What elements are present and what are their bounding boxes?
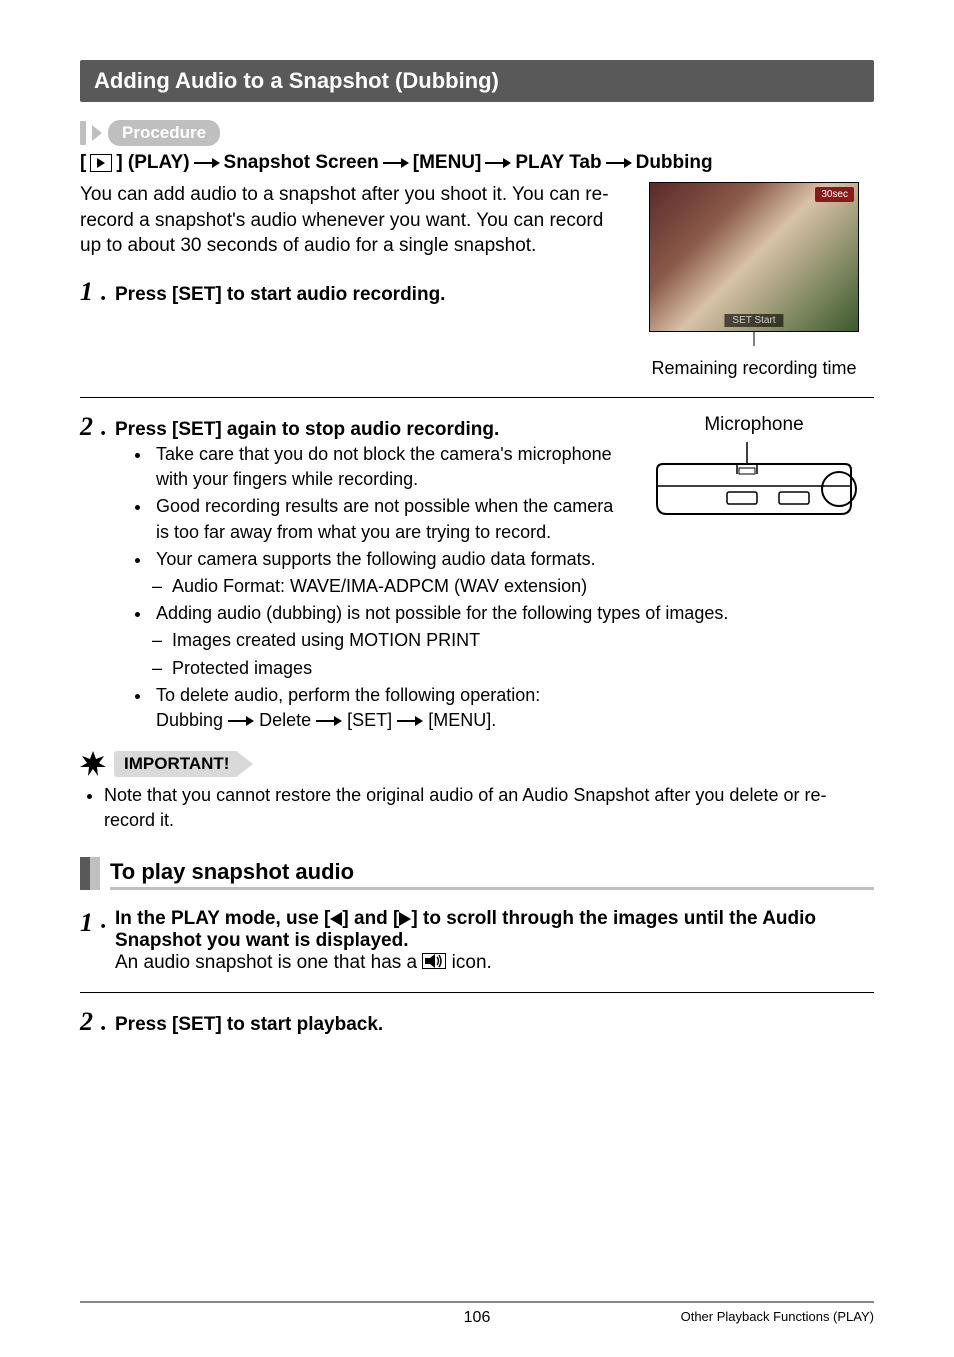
ps1-a: In the PLAY mode, use [ — [115, 908, 330, 929]
ps1-sub-a: An audio snapshot is one that has a — [115, 952, 422, 973]
step-2: 2. Press [SET] again to stop audio recor… — [80, 412, 614, 442]
play-step-1-text: In the PLAY mode, use [] and [] to scrol… — [115, 908, 816, 951]
play-step-2: 2. Press [SET] to start playback. — [80, 1007, 874, 1037]
proc-part-4: Dubbing — [636, 152, 713, 174]
sample-snapshot-image: 30sec SET Start — [649, 182, 859, 332]
play-step-2-number: 2 — [80, 1007, 93, 1037]
recording-time-badge: 30sec — [815, 187, 854, 202]
step-dot: . — [101, 415, 107, 442]
proc-part-3: PLAY Tab — [515, 152, 601, 174]
bullet-3: Your camera supports the following audio… — [152, 547, 874, 572]
step-2-bullets-top: Take care that you do not block the came… — [80, 442, 614, 545]
ps1-sub-b: icon. — [452, 952, 492, 973]
bullet-4b: Protected images — [152, 656, 874, 681]
play-step-1: 1. In the PLAY mode, use [] and [] to sc… — [80, 908, 874, 974]
starburst-icon — [80, 751, 106, 777]
step-2-text: Press [SET] again to stop audio recordin… — [115, 419, 499, 441]
proc-part-0a: [ — [80, 152, 86, 174]
left-arrow-icon — [330, 912, 342, 926]
step-1-number: 1 — [80, 277, 93, 307]
camera-diagram — [649, 442, 859, 522]
bullet-3a: Audio Format: WAVE/IMA-ADPCM (WAV extens… — [152, 574, 874, 599]
step-1: 1. Press [SET] to start audio recording. — [80, 277, 614, 307]
arrow-icon — [194, 157, 220, 169]
procedure-header: Procedure — [80, 120, 874, 146]
step-dot: . — [101, 908, 107, 935]
bullet-2: Good recording results are not possible … — [152, 494, 614, 544]
chain-1: Delete — [259, 710, 311, 730]
remaining-time-caption: Remaining recording time — [634, 358, 874, 379]
separator-line — [80, 397, 874, 398]
pointer-line-icon — [747, 332, 761, 346]
important-header: IMPORTANT! — [80, 751, 874, 777]
step-2-row: 2. Press [SET] again to stop audio recor… — [80, 412, 874, 547]
bullet-4: Adding audio (dubbing) is not possible f… — [152, 601, 874, 626]
step-1-text: Press [SET] to start audio recording. — [115, 284, 445, 306]
procedure-pill: Procedure — [108, 120, 220, 146]
subheading-bar-dark — [80, 857, 90, 890]
step-2-bullets-full: Your camera supports the following audio… — [80, 547, 874, 733]
play-step-1-sub: An audio snapshot is one that has a icon… — [115, 952, 874, 974]
audio-snapshot-icon — [422, 953, 446, 969]
important-note: Note that you cannot restore the origina… — [104, 783, 874, 833]
arrow-icon — [397, 715, 423, 727]
microphone-label: Microphone — [634, 412, 874, 438]
procedure-bar-decoration — [80, 121, 86, 145]
ps1-b: ] and [ — [342, 908, 399, 929]
important-note-list: Note that you cannot restore the origina… — [80, 783, 874, 833]
intro-row: You can add audio to a snapshot after yo… — [80, 182, 874, 379]
footer-section-label: Other Playback Functions (PLAY) — [681, 1309, 874, 1324]
bullet-4a: Images created using MOTION PRINT — [152, 628, 874, 653]
play-mode-icon — [90, 154, 112, 172]
intro-text: You can add audio to a snapshot after yo… — [80, 182, 614, 259]
subheading-row: To play snapshot audio — [80, 857, 874, 890]
bullet-5-text: To delete audio, perform the following o… — [156, 685, 540, 705]
step-2-number: 2 — [80, 412, 93, 442]
play-step-2-text: Press [SET] to start playback. — [115, 1014, 383, 1036]
right-arrow-icon — [399, 912, 411, 926]
set-start-overlay: SET Start — [724, 314, 783, 327]
procedure-path: [ ] (PLAY) Snapshot Screen [MENU] PLAY Ta… — [80, 152, 874, 174]
subheading-bar-light — [90, 857, 100, 890]
chain-2: [SET] — [347, 710, 392, 730]
chain-3: [MENU]. — [428, 710, 496, 730]
arrow-icon — [485, 157, 511, 169]
bullet-1: Take care that you do not block the came… — [152, 442, 614, 492]
chain-0: Dubbing — [156, 710, 223, 730]
play-step-1-number: 1 — [80, 908, 93, 938]
subheading-text: To play snapshot audio — [110, 857, 874, 890]
step-dot: . — [101, 280, 107, 307]
page-footer: 106 Other Playback Functions (PLAY) — [80, 1301, 874, 1327]
proc-part-0b: ] (PLAY) — [116, 152, 189, 174]
step-dot: . — [101, 1010, 107, 1037]
arrow-icon — [606, 157, 632, 169]
proc-part-2: [MENU] — [413, 152, 482, 174]
section-title-bar: Adding Audio to a Snapshot (Dubbing) — [80, 60, 874, 102]
bullet-5: To delete audio, perform the following o… — [152, 683, 874, 733]
arrow-icon — [316, 715, 342, 727]
arrow-icon — [383, 157, 409, 169]
procedure-arrow-decoration — [92, 125, 102, 141]
arrow-icon — [228, 715, 254, 727]
important-pill: IMPORTANT! — [114, 751, 239, 777]
separator-line — [80, 992, 874, 993]
proc-part-1: Snapshot Screen — [224, 152, 379, 174]
